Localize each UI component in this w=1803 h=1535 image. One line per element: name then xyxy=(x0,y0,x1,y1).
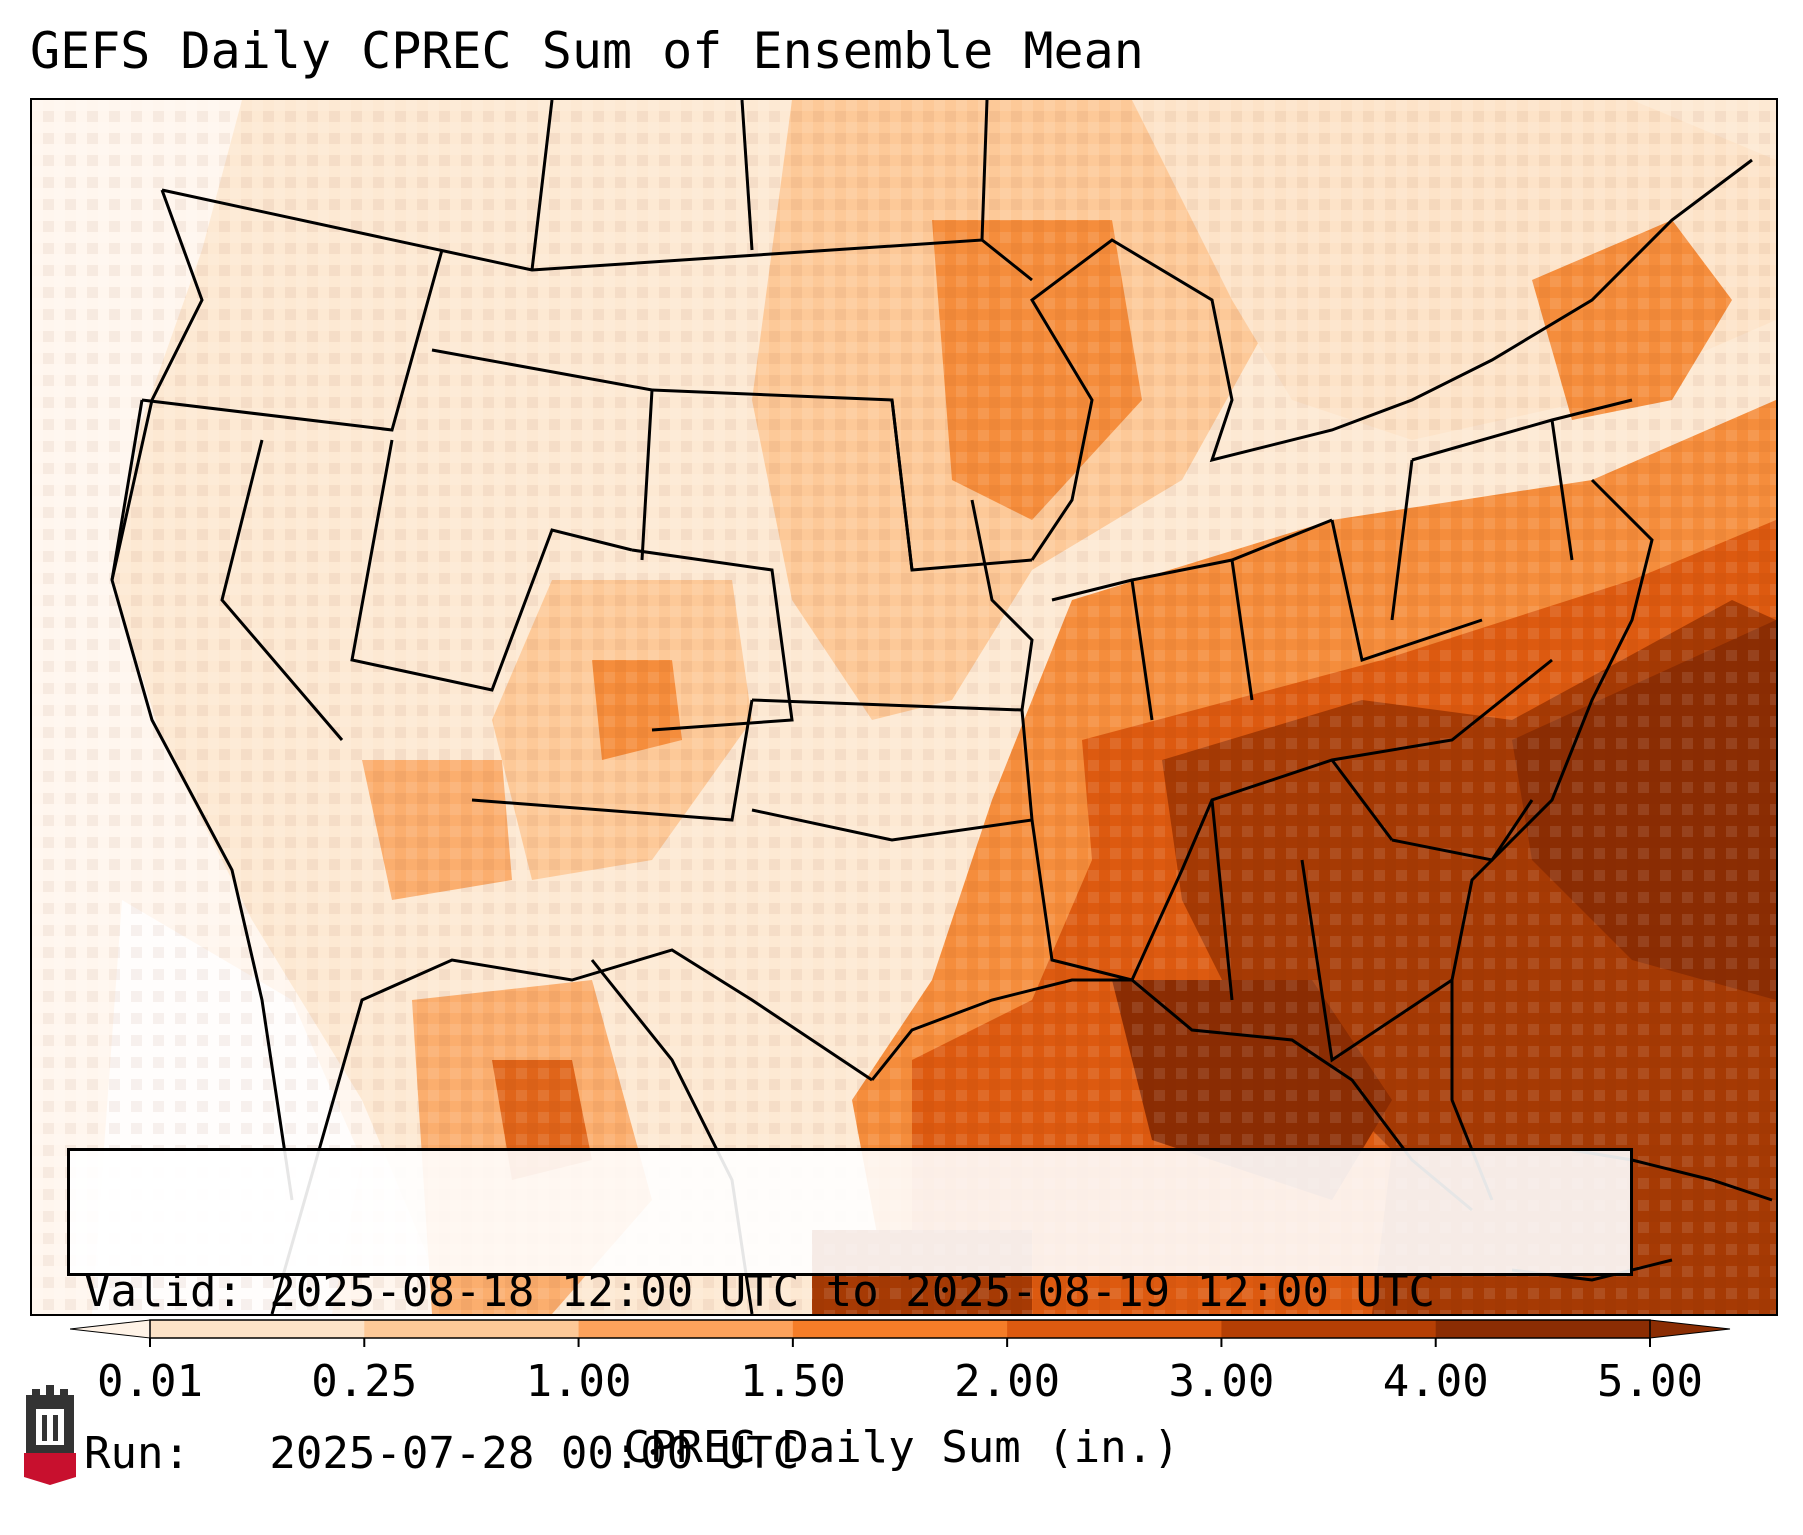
gulf-coast-texas xyxy=(870,978,1132,1081)
us-canada-border xyxy=(161,188,1033,282)
west-coast xyxy=(110,189,294,1201)
colorbar-segment xyxy=(150,1320,365,1338)
colorbar-title: CPREC Daily Sum (in.) xyxy=(623,1422,1180,1473)
boundaries xyxy=(110,100,1773,1314)
colorbar-tick-label: 4.00 xyxy=(1382,1356,1489,1407)
colorbar-over-arrow xyxy=(1649,1319,1731,1339)
colorbar-tick-label: 1.50 xyxy=(739,1356,846,1407)
map-title: GEFS Daily CPREC Sum of Ensemble Mean xyxy=(30,22,1144,80)
colorbar-tick-label: 3.00 xyxy=(1168,1356,1275,1407)
colorbar xyxy=(70,1319,1731,1347)
east-coast xyxy=(1450,478,1654,1201)
colorbar-tick-label: 1.00 xyxy=(525,1356,632,1407)
run-time-line: Run: 2025-07-28 00:00 UTC xyxy=(84,1428,800,1479)
colorbar-segment xyxy=(578,1320,794,1338)
info-box: Valid: 2025-08-18 12:00 UTC to 2025-08-1… xyxy=(67,1148,1633,1479)
valid-time-line: Valid: 2025-08-18 12:00 UTC to 2025-08-1… xyxy=(84,1266,1436,1317)
colorbar-under-arrow xyxy=(70,1319,151,1339)
colorbar-tick-label: 2.00 xyxy=(954,1356,1061,1407)
colorbar-segment xyxy=(792,1320,1008,1338)
colorbar-tick-label: 0.25 xyxy=(311,1356,418,1407)
colorbar-tick-label: 5.00 xyxy=(1597,1356,1703,1407)
colorbar-segment xyxy=(364,1320,580,1338)
precipitation-map[interactable] xyxy=(30,98,1778,1316)
map-canvas xyxy=(32,100,1776,1314)
colorbar-tick-label: 0.01 xyxy=(97,1356,203,1407)
niu-logo-icon xyxy=(24,1385,76,1485)
great-lakes-shoreline xyxy=(1030,158,1753,561)
colorbar-segment xyxy=(1435,1320,1651,1338)
us-mexico-border xyxy=(270,948,873,1314)
colorbar-segment xyxy=(1007,1320,1222,1338)
colorbar-segment xyxy=(1221,1320,1437,1338)
